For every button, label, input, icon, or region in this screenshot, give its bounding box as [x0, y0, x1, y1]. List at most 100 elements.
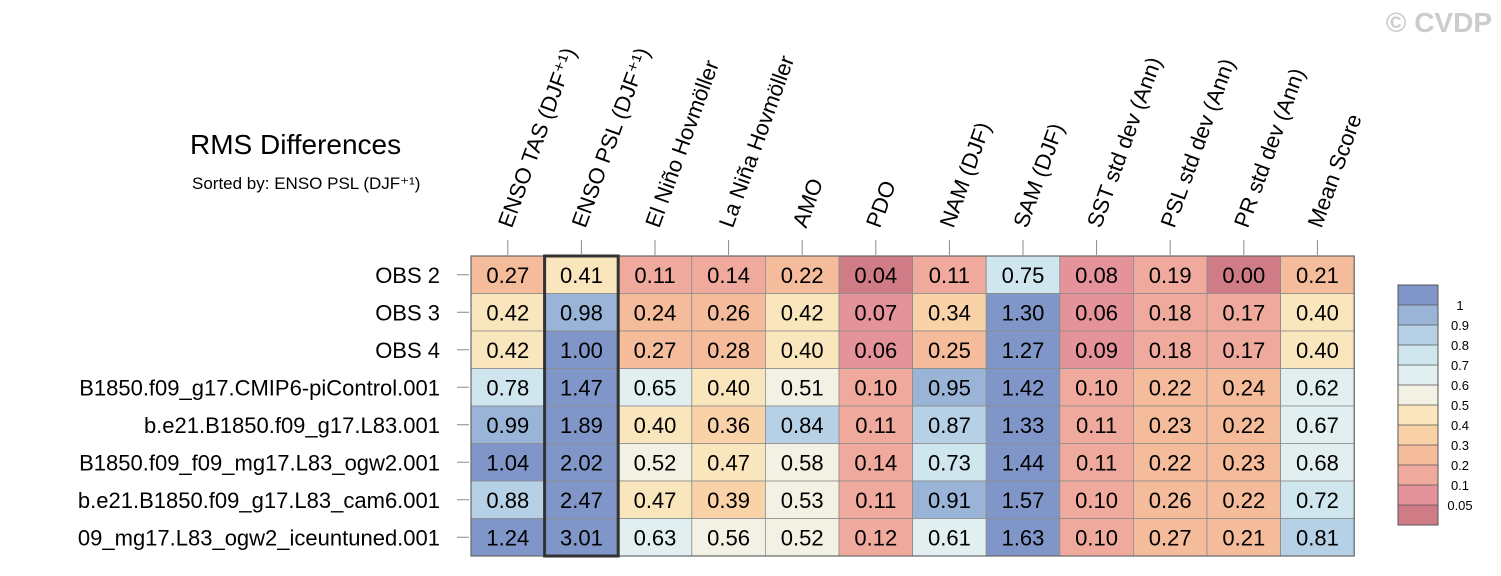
row-label: OBS 3 — [375, 300, 440, 325]
heatmap-cell — [691, 293, 766, 332]
heatmap-cell — [985, 405, 1061, 444]
row-label: OBS 4 — [375, 338, 440, 363]
cell-value-label: 0.26 — [1149, 488, 1192, 513]
cell-value-label: 0.98 — [560, 300, 603, 325]
cell-value-label: 0.11 — [855, 488, 896, 513]
cell-value-label: 0.10 — [1075, 488, 1118, 513]
cell-value-label: 0.11 — [929, 263, 970, 288]
cell-value-label: 0.10 — [1075, 375, 1118, 400]
cell-value-label: 1.33 — [1002, 413, 1045, 438]
heatmap-cell — [1206, 293, 1281, 332]
cell-value-label: 0.08 — [1075, 263, 1118, 288]
heatmap-cell — [617, 368, 693, 407]
cell-value-label: 1.04 — [486, 450, 529, 475]
cell-value-label: 0.62 — [1296, 375, 1339, 400]
cell-value-label: 0.27 — [486, 263, 529, 288]
heatmap-cell — [985, 293, 1061, 332]
colorbar-label: 0.05 — [1447, 498, 1472, 513]
cell-value-label: 0.56 — [707, 525, 750, 550]
cell-value-label: 1.24 — [486, 525, 529, 550]
heatmap-cell — [912, 480, 987, 519]
heatmap-cell — [1280, 368, 1355, 407]
colorbar-label: 0.5 — [1451, 398, 1469, 413]
cell-value-label: 0.65 — [634, 375, 677, 400]
cell-value-label: 0.27 — [1149, 525, 1192, 550]
colorbar-label: 0.7 — [1451, 358, 1469, 373]
heatmap-cell — [765, 405, 840, 444]
cell-value-label: 0.53 — [781, 488, 824, 513]
column-label: PSL std dev (Ann) — [1155, 55, 1239, 231]
cell-value-label: 0.12 — [854, 525, 897, 550]
cell-value-label: 0.26 — [707, 300, 750, 325]
colorbar-label: 0.9 — [1451, 318, 1469, 333]
colorbar-label: 1 — [1456, 298, 1463, 313]
cell-value-label: 0.18 — [1149, 338, 1192, 363]
cell-value-label: 0.00 — [1222, 263, 1265, 288]
heatmap-cell — [912, 518, 987, 557]
heatmap-cell — [470, 480, 545, 519]
cell-value-label: 0.42 — [486, 338, 529, 363]
heatmap-border — [470, 255, 1355, 557]
cell-value-label: 0.22 — [1149, 375, 1192, 400]
cell-value-label: 0.11 — [855, 413, 896, 438]
heatmap-cell — [1206, 405, 1281, 444]
cell-value-label: 0.52 — [781, 525, 824, 550]
heatmap-cell — [1133, 443, 1208, 482]
cell-value-label: 0.91 — [928, 488, 971, 513]
heatmap-cell — [985, 443, 1061, 482]
cell-value-label: 1.00 — [560, 338, 603, 363]
heatmap-cell — [544, 293, 619, 332]
heatmap-cell — [1059, 368, 1134, 407]
heatmap-cell — [1280, 255, 1355, 294]
column-label: PR std dev (Ann) — [1229, 65, 1310, 231]
colorbar-label: 0.1 — [1451, 478, 1469, 493]
heatmap-cell — [691, 330, 766, 369]
colorbar-swatch — [1398, 465, 1438, 485]
heatmap-cell — [912, 368, 987, 407]
cell-value-label: 0.40 — [707, 375, 750, 400]
cell-value-label: 0.27 — [634, 338, 677, 363]
heatmap-cell — [470, 255, 545, 294]
cell-value-label: 0.23 — [1149, 413, 1192, 438]
colorbar-label: 0.4 — [1451, 418, 1469, 433]
colorbar-swatch — [1398, 325, 1438, 345]
cell-value-label: 1.57 — [1002, 488, 1045, 513]
heatmap-cell — [1059, 480, 1134, 519]
cell-value-label: 0.11 — [1076, 450, 1117, 475]
cell-value-label: 0.47 — [634, 488, 677, 513]
heatmap-cell — [1206, 518, 1281, 557]
cell-value-label: 0.67 — [1296, 413, 1339, 438]
heatmap-cell — [1059, 443, 1134, 482]
cell-value-label: 1.89 — [560, 413, 603, 438]
colorbar: 0.05 0.1 0.2 0.3 0.4 0.5 0.6 0.7 0.8 0.9 1 — [1397, 284, 1473, 526]
column-label: SAM (DJF) — [1008, 120, 1069, 231]
heatmap-cell — [691, 368, 766, 407]
chart-subtitle: Sorted by: ENSO PSL (DJF⁺¹) — [192, 174, 420, 193]
cell-value-label: 0.06 — [1075, 300, 1118, 325]
heatmap-cell — [1133, 255, 1208, 294]
heatmap-cell — [544, 255, 619, 294]
row-label: B1850.f09_f09_mg17.L83_ogw2.001 — [79, 450, 440, 475]
cell-value-label: 0.84 — [781, 413, 824, 438]
cell-value-label: 0.88 — [486, 488, 529, 513]
cell-value-label: 0.22 — [1149, 450, 1192, 475]
cell-value-label: 2.47 — [560, 488, 603, 513]
colorbar-swatch — [1398, 425, 1438, 445]
colorbar-swatch — [1398, 445, 1438, 465]
heatmap-cell — [838, 480, 913, 519]
cell-value-label: 0.75 — [1002, 263, 1045, 288]
cell-value-label: 0.21 — [1222, 525, 1265, 550]
heatmap-cell — [691, 443, 766, 482]
cell-value-label: 1.30 — [1002, 300, 1045, 325]
heatmap-cell — [1133, 293, 1208, 332]
cell-value-label: 1.63 — [1002, 525, 1045, 550]
cell-value-label: 0.87 — [928, 413, 971, 438]
cell-value-label: 0.78 — [486, 375, 529, 400]
colorbar-swatch — [1398, 305, 1438, 325]
cell-value-label: 2.02 — [560, 450, 603, 475]
cell-value-label: 0.39 — [707, 488, 750, 513]
watermark: © CVDP — [1386, 7, 1492, 38]
cell-value-label: 0.22 — [1222, 413, 1265, 438]
cell-value-label: 1.27 — [1002, 338, 1045, 363]
colorbar-swatch — [1398, 385, 1438, 405]
